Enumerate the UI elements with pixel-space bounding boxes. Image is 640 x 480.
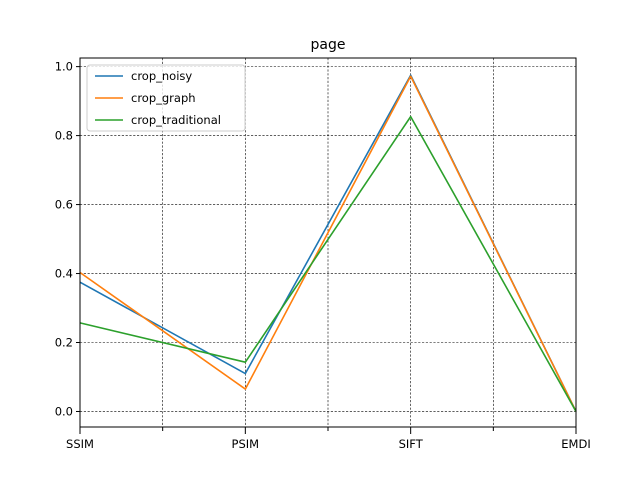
x-tick-label: PSIM [232,437,260,451]
series-lines [79,74,577,412]
y-axis: 0.0 0.2 0.4 0.6 0.8 1.0 [55,60,80,418]
legend-box [86,64,246,132]
x-tick-label: SIFT [399,437,424,451]
y-tick-label: 0.0 [55,404,73,418]
series-line-crop-traditional [79,115,577,412]
y-tick-label: 0.4 [55,267,73,281]
legend-label: crop_noisy [131,69,192,83]
chart-title: page [311,37,346,53]
x-tick-label: SSIM [66,437,94,451]
series-line-crop-graph [79,75,577,412]
legend: crop_noisy crop_graph crop_traditional [86,64,246,132]
y-tick-label: 0.8 [55,129,73,143]
y-tick-label: 0.2 [55,336,73,350]
y-tick-label: 1.0 [55,60,73,74]
x-tick-label: EMDI [561,437,590,451]
y-tick-label: 0.6 [55,198,73,212]
legend-label: crop_graph [131,91,196,105]
x-axis: SSIM PSIM SIFT EMDI [66,427,591,451]
legend-label: crop_traditional [131,113,221,127]
